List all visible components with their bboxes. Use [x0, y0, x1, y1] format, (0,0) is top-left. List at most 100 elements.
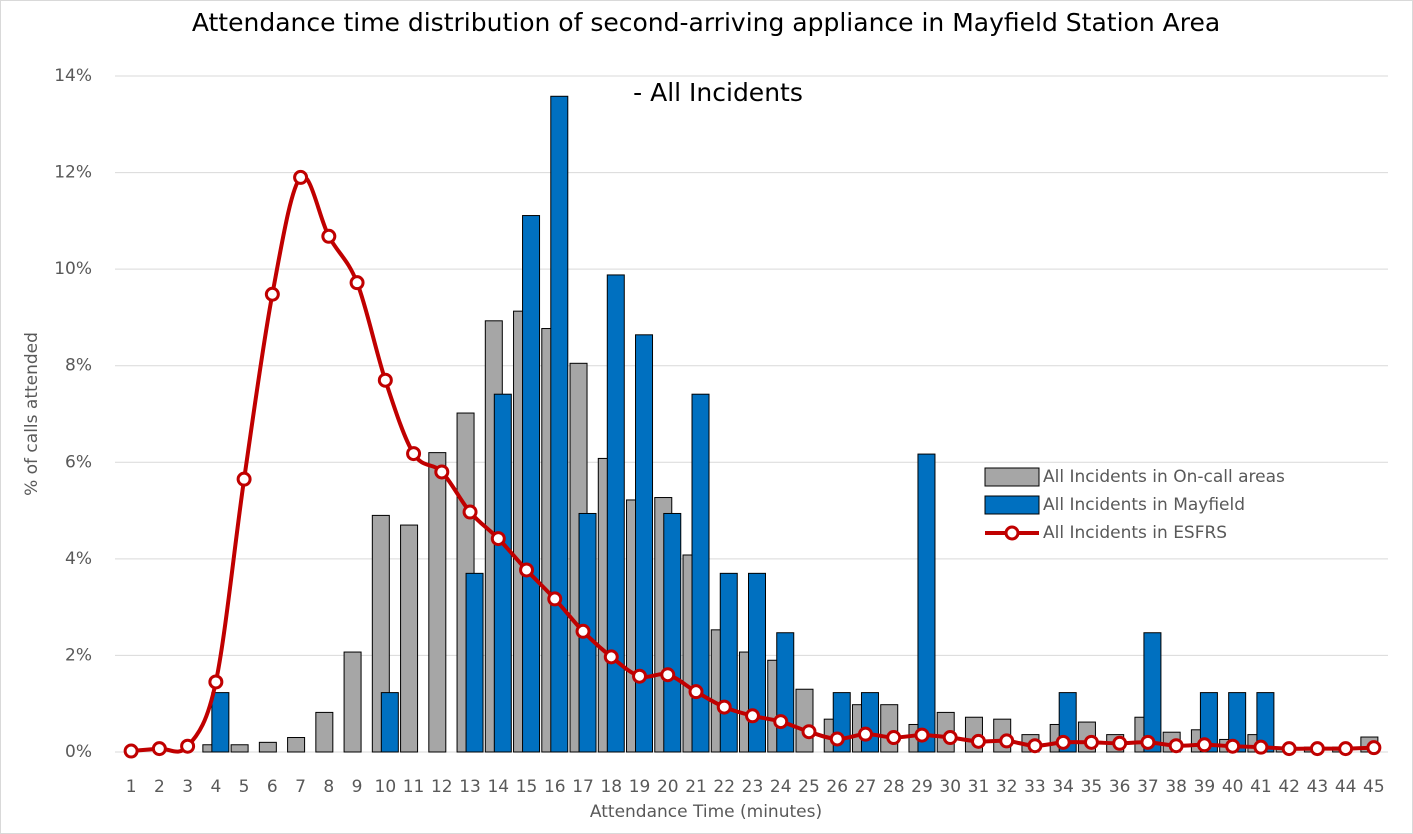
bar	[748, 572, 766, 753]
x-tick-label: 41	[1250, 777, 1272, 797]
bar	[522, 215, 541, 753]
legend-label: All Incidents in ESFRS	[1043, 523, 1227, 543]
y-tick-label: 0%	[65, 742, 92, 762]
x-tick-label: 38	[1165, 777, 1187, 797]
line-marker	[1168, 738, 1184, 754]
x-tick-label: 45	[1363, 777, 1385, 797]
y-tick-label: 4%	[65, 549, 92, 569]
x-tick-label: 10	[375, 777, 397, 797]
line-marker	[1027, 738, 1043, 754]
x-tick-label: 29	[911, 777, 933, 797]
y-tick-label: 2%	[65, 645, 92, 665]
x-tick-label: 9	[352, 777, 363, 797]
y-tick-label: 6%	[65, 452, 92, 472]
x-tick-label: 16	[544, 777, 566, 797]
bar	[719, 572, 738, 753]
x-tick-label: 18	[600, 777, 622, 797]
bar	[465, 572, 484, 753]
bar	[493, 393, 512, 753]
line-marker	[801, 724, 817, 740]
bar	[663, 512, 682, 753]
bar	[550, 95, 569, 753]
bar	[428, 452, 447, 753]
x-tick-label: 35	[1081, 777, 1103, 797]
line-marker	[745, 708, 760, 724]
line-marker	[1281, 741, 1297, 757]
legend-label: All Incidents in On-call areas	[1043, 467, 1285, 487]
line-marker	[660, 667, 676, 683]
line-marker	[942, 730, 958, 746]
x-tick-label: 37	[1137, 777, 1159, 797]
x-tick-label: 3	[182, 777, 193, 797]
legend-swatch	[1004, 525, 1020, 541]
line-marker	[1225, 738, 1241, 754]
x-tick-label: 31	[968, 777, 990, 797]
bar	[795, 688, 814, 753]
x-tick-label: 20	[657, 777, 679, 797]
line-marker	[970, 733, 986, 749]
line-marker	[1338, 741, 1354, 757]
legend-swatch	[984, 467, 1040, 487]
x-tick-label: 43	[1307, 777, 1329, 797]
chart-title: Attendance time distribution of second-a…	[192, 8, 1220, 37]
line-marker	[1140, 734, 1156, 750]
line-marker	[1112, 735, 1128, 751]
line-marker	[151, 741, 167, 757]
bar	[1199, 692, 1218, 753]
x-tick-label: 32	[996, 777, 1018, 797]
line-marker	[236, 471, 252, 487]
x-tick-label: 21	[685, 777, 707, 797]
x-tick-label: 11	[403, 777, 425, 797]
line-marker	[349, 275, 365, 291]
x-tick-label: 19	[629, 777, 651, 797]
line-marker	[1253, 739, 1269, 755]
bar	[606, 274, 625, 753]
x-tick-label: 42	[1278, 777, 1300, 797]
line-marker	[490, 531, 506, 547]
line-marker	[886, 730, 902, 746]
bar	[287, 737, 306, 753]
x-tick-label: 33	[1024, 777, 1046, 797]
line-marker	[180, 738, 196, 754]
bar	[230, 744, 249, 753]
line-marker	[293, 169, 309, 185]
y-tick-label: 14%	[54, 66, 92, 86]
bar	[1143, 632, 1162, 753]
line-marker	[377, 372, 393, 388]
x-tick-label: 36	[1109, 777, 1131, 797]
x-tick-label: 34	[1052, 777, 1074, 797]
line-marker	[999, 733, 1015, 749]
x-tick-label: 44	[1335, 777, 1357, 797]
bar	[343, 651, 362, 753]
x-tick-label: 7	[295, 777, 306, 797]
line-marker	[857, 726, 873, 742]
x-tick-label: 27	[855, 777, 877, 797]
x-tick-label: 13	[459, 777, 481, 797]
bar	[315, 711, 334, 753]
x-tick-label: 4	[210, 777, 221, 797]
x-tick-label: 39	[1194, 777, 1216, 797]
x-tick-label: 12	[431, 777, 453, 797]
y-axis-label: % of calls attended	[22, 332, 42, 496]
bar	[860, 692, 879, 753]
x-tick-label: 24	[770, 777, 792, 797]
bar	[880, 704, 899, 753]
line-marker	[434, 464, 450, 480]
bar	[211, 692, 230, 753]
bar	[380, 692, 399, 753]
x-tick-label: 1	[126, 777, 137, 797]
x-axis-label: Attendance Time (minutes)	[590, 802, 822, 822]
y-tick-label: 10%	[54, 259, 92, 279]
line-marker	[603, 649, 619, 665]
line-marker	[773, 714, 789, 730]
x-tick-label: 5	[239, 777, 250, 797]
x-tick-label: 6	[267, 777, 278, 797]
bar	[635, 334, 654, 753]
x-tick-label: 8	[323, 777, 334, 797]
line-marker	[321, 228, 337, 244]
line-marker	[1309, 741, 1325, 757]
line-marker	[914, 727, 930, 743]
line-marker	[1083, 734, 1099, 750]
line-marker	[406, 446, 422, 462]
